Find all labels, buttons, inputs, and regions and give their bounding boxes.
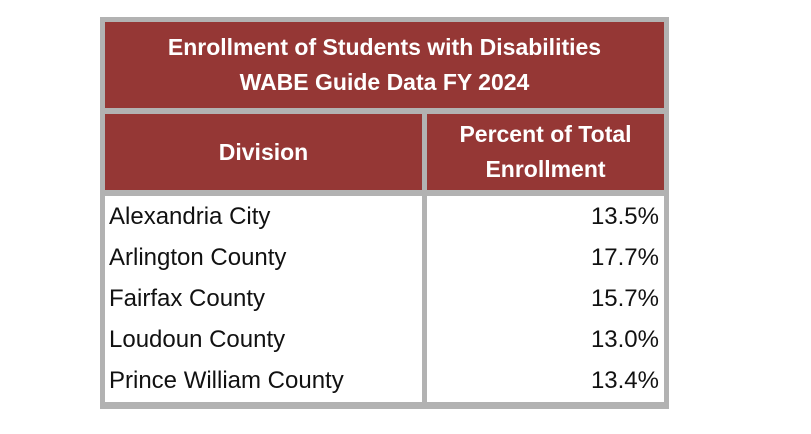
table-title-line-2: WABE Guide Data FY 2024 (239, 69, 530, 95)
division-cell: Alexandria City (109, 202, 271, 230)
column-header-percent-line-2: Enrollment (485, 156, 606, 182)
division-cell: Arlington County (109, 243, 287, 271)
column-header-division-label: Division (218, 138, 309, 165)
division-cell: Fairfax County (109, 284, 266, 312)
percent-cell: 13.5% (590, 202, 659, 230)
table-title-line-1: Enrollment of Students with Disabilities (167, 34, 602, 60)
division-column: Alexandria City Arlington County Fairfax… (105, 196, 422, 402)
table-title: Enrollment of Students with Disabilities… (105, 22, 664, 108)
percent-cell: 15.7% (590, 284, 659, 312)
column-header-percent-line-1: Percent of Total (459, 121, 632, 147)
column-header-division: Division (105, 114, 422, 190)
column-header-percent: Percent of Total Enrollment (427, 114, 664, 190)
percent-cell: 13.0% (590, 326, 659, 354)
division-cell: Prince William County (109, 367, 344, 395)
division-cell: Loudoun County (109, 326, 286, 354)
percent-cell: 17.7% (590, 243, 659, 271)
enrollment-table: Enrollment of Students with Disabilities… (100, 17, 669, 409)
percent-column: 13.5% 17.7% 15.7% 13.0% 13.4% (427, 196, 664, 402)
percent-cell: 13.4% (590, 367, 659, 395)
